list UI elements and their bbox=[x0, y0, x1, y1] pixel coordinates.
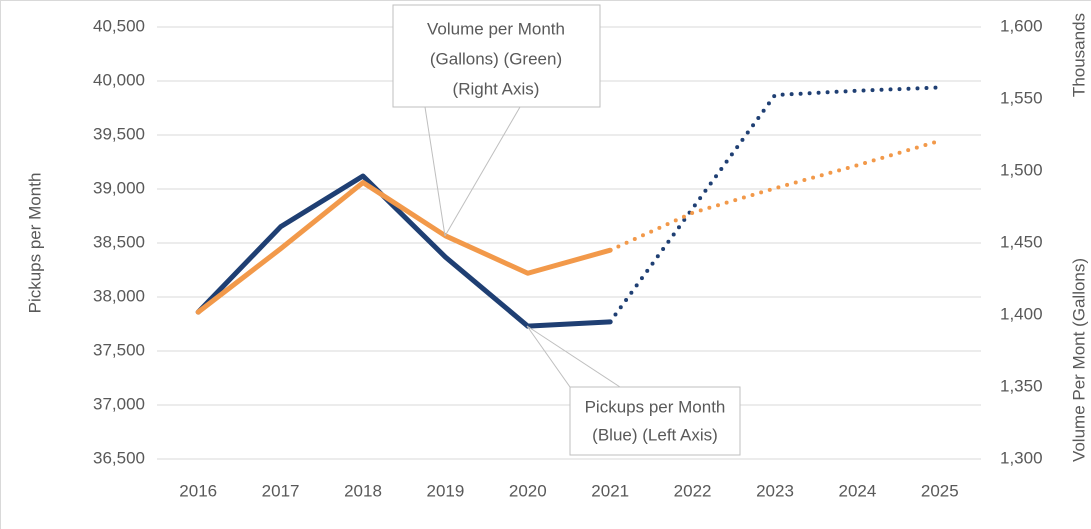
y2-tick-label: 1,550 bbox=[1000, 88, 1043, 107]
x-tick-label: 2019 bbox=[426, 481, 464, 500]
y-axis-label: Pickups per Month bbox=[25, 173, 44, 314]
annotation-text: (Blue) (Left Axis) bbox=[592, 425, 718, 444]
y-tick-label: 38,500 bbox=[93, 232, 145, 251]
x-tick-label: 2018 bbox=[344, 481, 382, 500]
series-line bbox=[195, 173, 613, 329]
leader-line bbox=[424, 106, 446, 237]
y-tick-label: 38,000 bbox=[93, 286, 145, 305]
y-tick-label: 40,000 bbox=[93, 70, 145, 89]
leader-line bbox=[526, 325, 571, 388]
y-tick-label: 39,000 bbox=[93, 178, 145, 197]
x-tick-label: 2024 bbox=[838, 481, 876, 500]
x-tick-label: 2020 bbox=[509, 481, 547, 500]
y-tick-label: 36,500 bbox=[93, 448, 145, 467]
annotation-box bbox=[392, 4, 601, 108]
y2-tick-label: 1,500 bbox=[1000, 160, 1043, 179]
annotation-text: (Right Axis) bbox=[453, 79, 540, 98]
plot-area: 36,500 37,000 37,500 38,000 38,500 39,000 39,5… bbox=[93, 16, 1043, 500]
series-line bbox=[608, 85, 942, 324]
x-tick-label: 2016 bbox=[179, 481, 217, 500]
y-tick-label: 37,500 bbox=[93, 340, 145, 359]
y-tick-label: 40,500 bbox=[93, 16, 145, 35]
annotation-2: Pickups per Month (Blue) (Left Axis) bbox=[526, 325, 741, 456]
y2-tick-label: 1,350 bbox=[1000, 376, 1043, 395]
annotation-text: Volume per Month bbox=[427, 19, 565, 38]
y2-tick-label: 1,300 bbox=[1000, 448, 1043, 467]
annotation-box bbox=[569, 386, 741, 456]
x-tick-label: 2022 bbox=[674, 481, 712, 500]
y2-axis-label: Volume Per Mont (Gallons) bbox=[1069, 258, 1088, 462]
y2-tick-label: 1,400 bbox=[1000, 304, 1043, 323]
x-tick-label: 2023 bbox=[756, 481, 794, 500]
y2-unit: Thousands bbox=[1069, 13, 1088, 97]
x-tick-label: 2021 bbox=[591, 481, 629, 500]
series-line bbox=[608, 138, 942, 253]
y2-tick-label: 1,450 bbox=[1000, 232, 1043, 251]
y-tick-label: 39,500 bbox=[93, 124, 145, 143]
annotation-1: Volume per Month (Gallons) (Green) (Righ… bbox=[392, 4, 601, 237]
x-tick-label: 2025 bbox=[921, 481, 959, 500]
annotation-text: Pickups per Month bbox=[585, 397, 726, 416]
series-line bbox=[195, 180, 613, 315]
y2-tick-label: 1,600 bbox=[1000, 16, 1043, 35]
x-tick-label: 2017 bbox=[262, 481, 300, 500]
leader-line bbox=[444, 106, 521, 237]
annotation-text: (Gallons) (Green) bbox=[430, 49, 562, 68]
y-tick-label: 37,000 bbox=[93, 394, 145, 413]
leader-line bbox=[526, 325, 621, 388]
